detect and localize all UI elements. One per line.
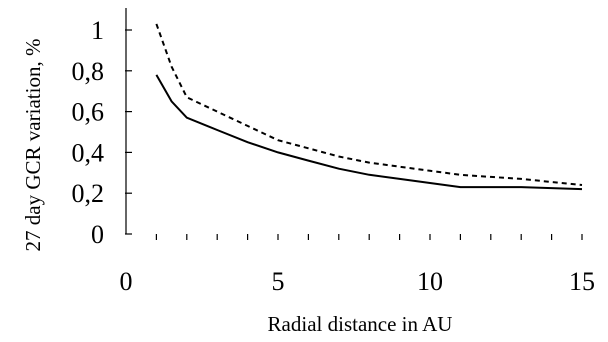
series-line-dotted (155, 23, 583, 186)
y-tick-label: 0,8 (72, 57, 105, 86)
x-tick-label: 0 (120, 267, 133, 296)
y-tick-label: 0,4 (72, 138, 105, 167)
ticks-layer: 00,20,40,60,810 5 10 15 (72, 16, 596, 296)
y-axis-title: 27 day GCR variation, % (21, 39, 45, 252)
x-tick-label: 5 (272, 267, 285, 296)
y-tick-label: 1 (91, 16, 104, 45)
x-tick-label: 10 (417, 267, 443, 296)
series-line-solid (155, 74, 583, 191)
series-layer (155, 23, 583, 191)
y-tick-label: 0,2 (72, 179, 105, 208)
y-tick-label: 0 (91, 220, 104, 249)
x-tick-label: 15 (569, 267, 595, 296)
y-tick-label: 0,6 (72, 98, 105, 127)
x-axis-title: Radial distance in AU (268, 312, 453, 336)
